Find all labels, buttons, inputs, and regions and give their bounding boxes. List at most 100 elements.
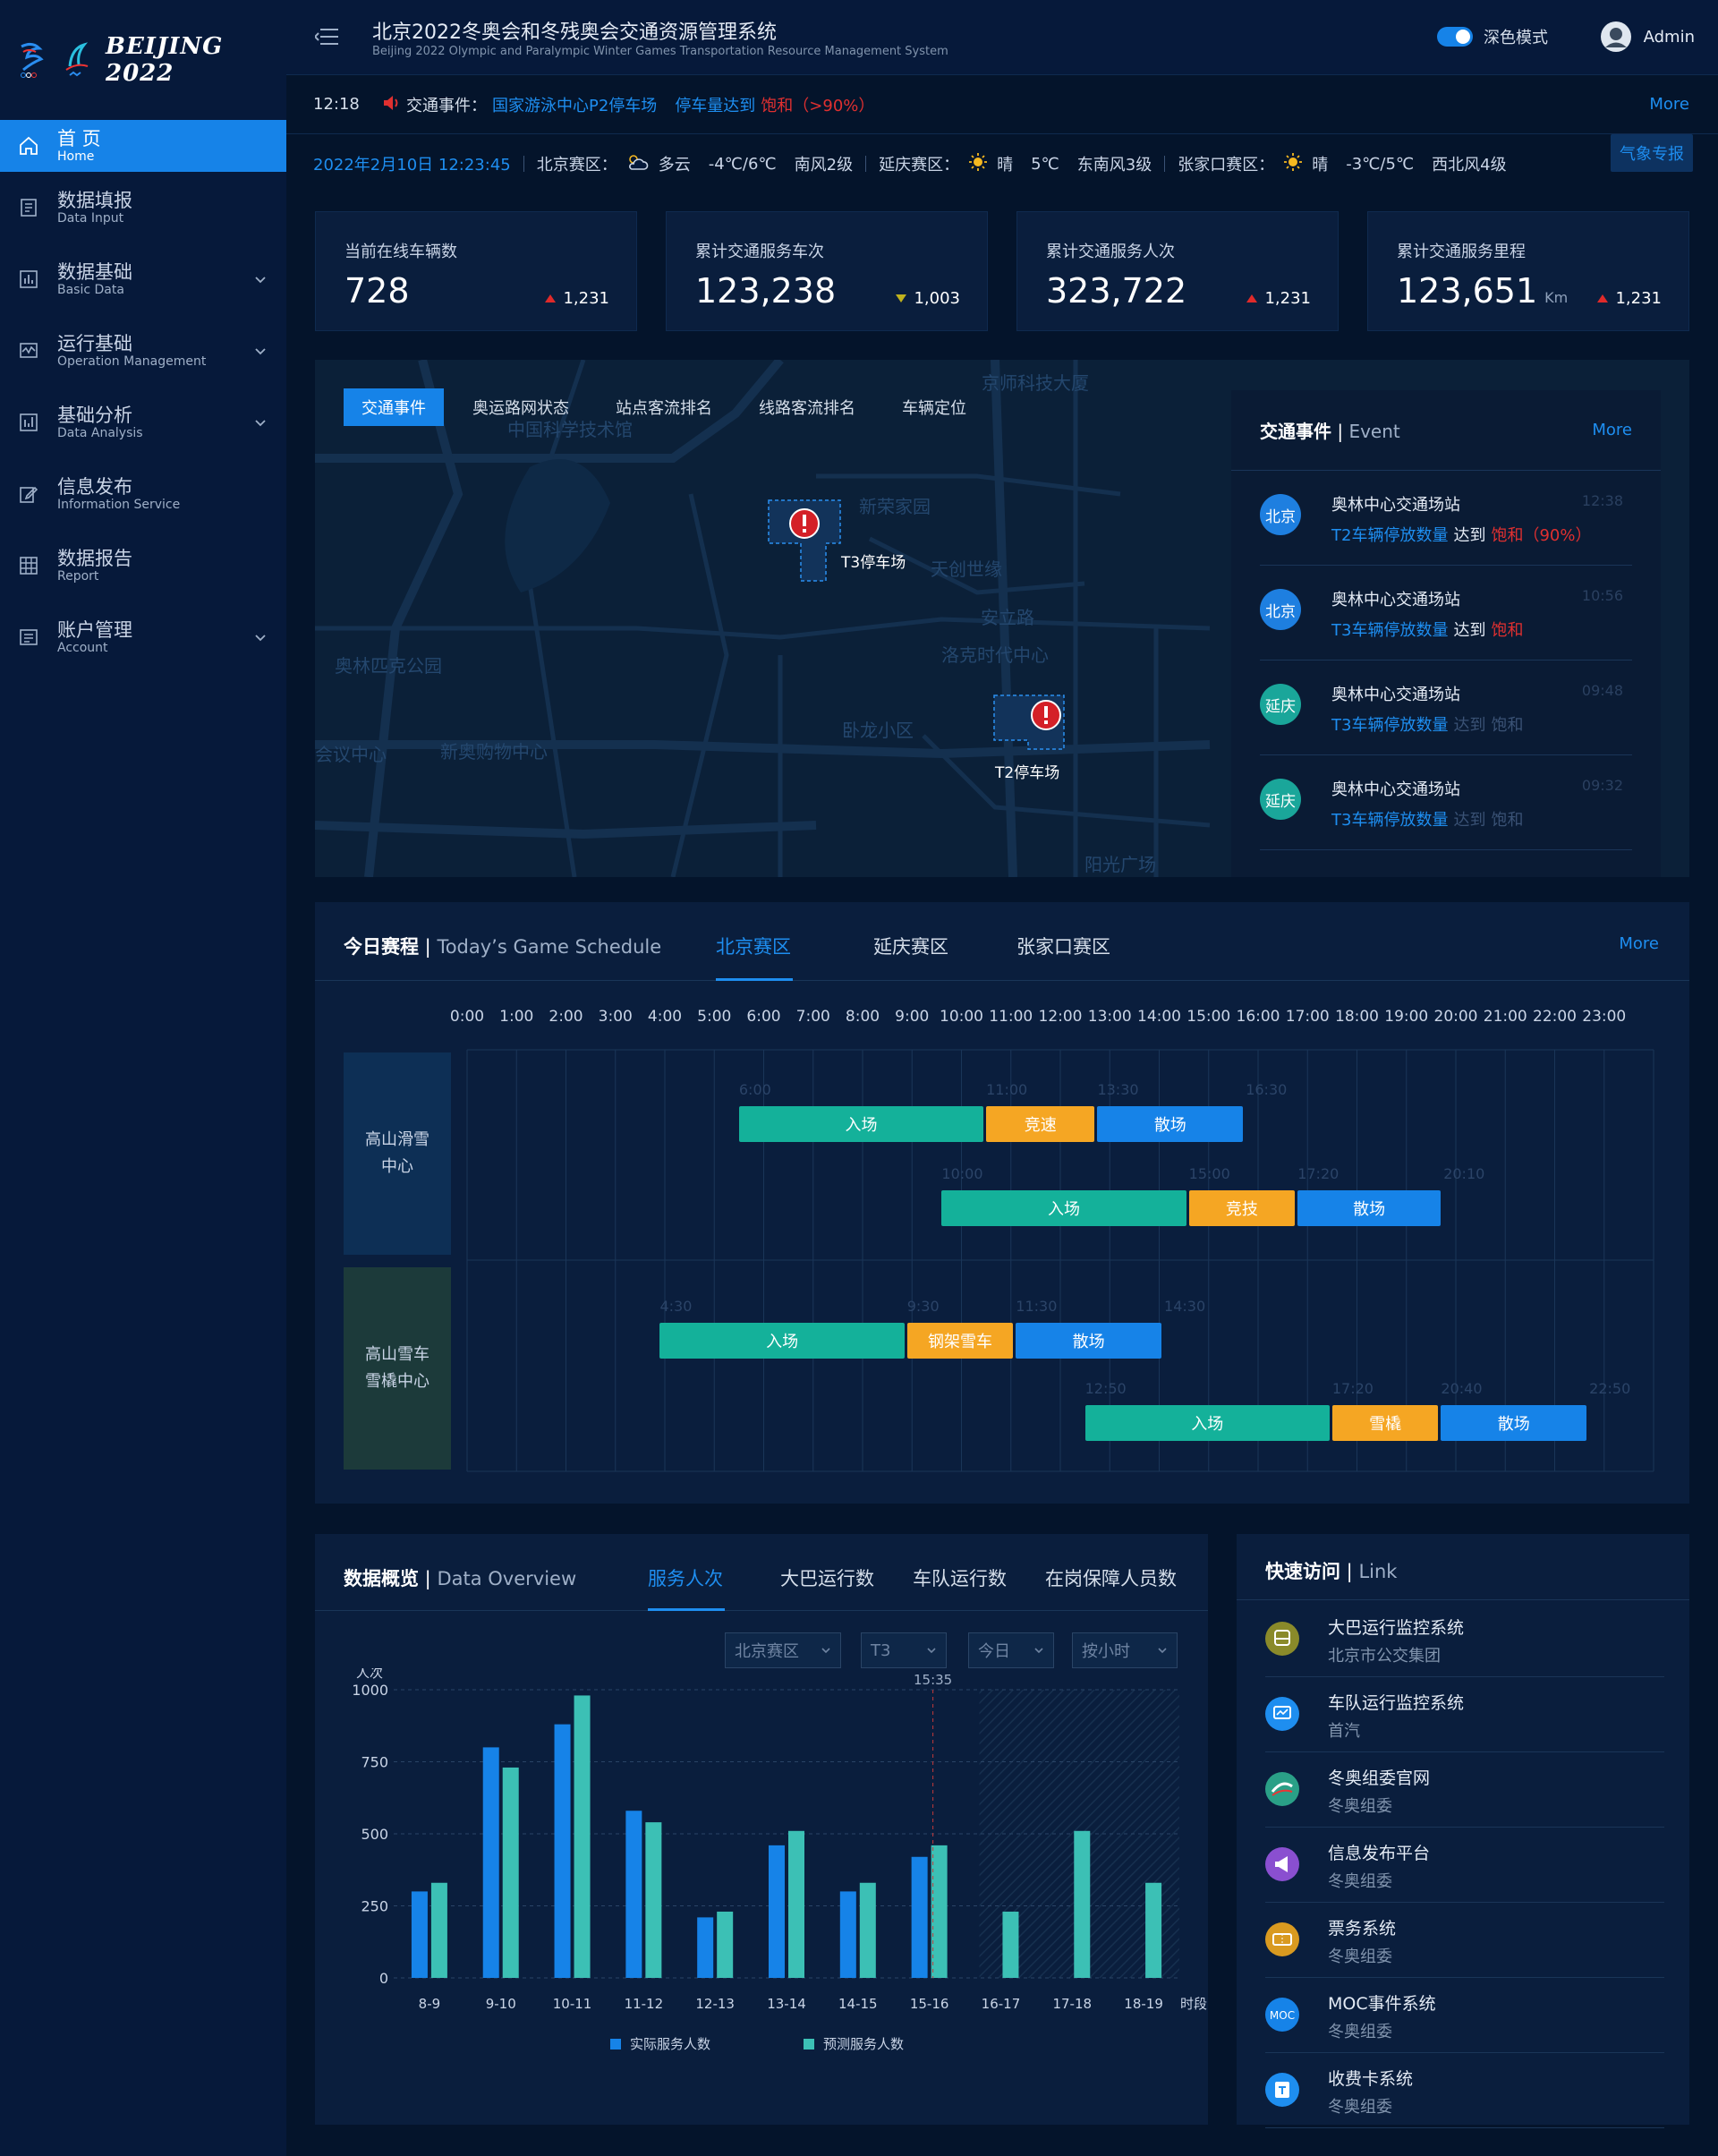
tab-fleet-count[interactable]: 车队运行数 xyxy=(913,1568,1007,1589)
event-more-link[interactable]: More xyxy=(1592,421,1632,439)
phase-time-label: 10:00 xyxy=(941,1165,983,1182)
map-tab[interactable]: 站点客流排名 xyxy=(616,399,712,418)
quick-link[interactable]: 信息发布平台 冬奥组委 xyxy=(1265,1828,1664,1903)
bar-forecast[interactable] xyxy=(502,1767,519,1978)
schedule-phase-bar[interactable]: 钢架雪车 xyxy=(906,1323,1014,1359)
bar-actual[interactable] xyxy=(554,1724,571,1978)
brand-logo[interactable]: BEIJING 2022 xyxy=(0,0,286,120)
sidebar-item-operation-management[interactable]: 运行基础 Operation Management xyxy=(0,315,286,387)
bar-forecast[interactable] xyxy=(859,1882,876,1978)
quick-link[interactable]: 票务系统 冬奥组委 xyxy=(1265,1903,1664,1978)
ticker-place: 国家游泳中心P2停车场 xyxy=(492,97,658,115)
stat-value: 123,238 xyxy=(695,271,836,311)
map-road xyxy=(315,740,1211,759)
quick-link-name: 票务系统 xyxy=(1328,1919,1397,1939)
overview-header: 数据概览 | Data Overview 服务人次 大巴运行数 车队运行数 在岗… xyxy=(315,1534,1208,1611)
bar-forecast[interactable] xyxy=(574,1695,591,1978)
hour-label: 13:00 xyxy=(1087,1008,1132,1026)
fleet-monitor-icon xyxy=(1265,1697,1299,1731)
map-tab[interactable]: 奥运路网状态 xyxy=(472,399,569,418)
parking-t3-marker[interactable] xyxy=(767,499,842,583)
map-tab[interactable]: 线路客流排名 xyxy=(759,399,855,418)
weather-condition: 晴 xyxy=(997,156,1014,175)
bar-actual[interactable] xyxy=(411,1891,428,1978)
event-item[interactable]: 延庆 奥林中心交通场站 09:32 T3车辆停放数量 达到 饱和 xyxy=(1260,755,1632,850)
schedule-phase-bar[interactable]: 入场 xyxy=(738,1106,984,1142)
user-menu[interactable]: Admin xyxy=(1600,21,1695,52)
venue-label: 高山滑雪中心 xyxy=(344,1052,451,1255)
bar-forecast[interactable] xyxy=(717,1911,734,1978)
bar-forecast[interactable] xyxy=(788,1830,804,1978)
ticker-event[interactable]: 交通事件： 国家游泳中心P2停车场 停车量达到 饱和（>90%） xyxy=(383,93,874,116)
filter-select[interactable]: 北京赛区 xyxy=(725,1632,841,1668)
bar-forecast[interactable] xyxy=(1074,1830,1091,1978)
schedule-phase-bar[interactable]: 雪橇 xyxy=(1331,1405,1439,1441)
event-item[interactable]: 北京 奥林中心交通场站 10:56 T3车辆停放数量 达到 饱和 xyxy=(1260,566,1632,660)
x-tick-label: 14-15 xyxy=(838,1996,878,2012)
quick-link[interactable]: MOC MOC事件系统 冬奥组委 xyxy=(1265,1978,1664,2053)
schedule-phase-bar[interactable]: 散场 xyxy=(1016,1323,1162,1359)
x-tick-label: 10-11 xyxy=(553,1996,592,2012)
bar-actual[interactable] xyxy=(769,1845,785,1978)
tab-yanqing[interactable]: 延庆赛区 xyxy=(873,936,948,958)
schedule-title: 今日赛程 | Today’s Game Schedule xyxy=(344,936,662,958)
schedule-phase-bar[interactable]: 入场 xyxy=(1084,1405,1330,1441)
tab-zhangjiakou[interactable]: 张家口赛区 xyxy=(1016,936,1110,958)
menu-collapse-icon[interactable] xyxy=(313,27,338,50)
sidebar-item-home[interactable]: 首 页 Home xyxy=(0,120,286,172)
schedule-phase-bar[interactable]: 散场 xyxy=(1297,1190,1442,1226)
quick-link[interactable]: 大巴运行监控系统 北京市公交集团 xyxy=(1265,1602,1664,1677)
filter-select[interactable]: T3 xyxy=(861,1632,947,1668)
quick-link[interactable]: 车队运行监控系统 首汽 xyxy=(1265,1677,1664,1752)
tab-staff-count[interactable]: 在岗保障人员数 xyxy=(1045,1568,1177,1589)
event-item[interactable]: 延庆 奥林中心交通场站 09:48 T3车辆停放数量 达到 饱和 xyxy=(1260,660,1632,755)
bar-forecast[interactable] xyxy=(1145,1882,1162,1978)
map-tab[interactable]: 交通事件 xyxy=(344,388,444,426)
region-badge: 北京 xyxy=(1260,494,1301,535)
weather-wind: 南风2级 xyxy=(794,156,854,175)
sidebar-item-report[interactable]: 数据报告 Report xyxy=(0,530,286,601)
schedule-phase-bar[interactable]: 竞速 xyxy=(986,1106,1095,1142)
schedule-phase-bar[interactable]: 入场 xyxy=(941,1190,1186,1226)
weather-report-button[interactable]: 气象专报 xyxy=(1611,134,1693,172)
chevron-down-icon xyxy=(926,1641,937,1660)
filter-select[interactable]: 按小时 xyxy=(1072,1632,1178,1668)
parking-t2-marker[interactable] xyxy=(992,694,1066,753)
dark-mode-toggle[interactable] xyxy=(1437,27,1473,47)
bar-forecast[interactable] xyxy=(430,1882,447,1978)
filter-select[interactable]: 今日 xyxy=(968,1632,1054,1668)
weather-row: 2022年2月10日 12:23:45 北京赛区： 多云 -4℃/6℃ 南风2级 延庆赛… xyxy=(313,141,1507,186)
map-road xyxy=(315,617,1211,640)
schedule-phase-bar[interactable]: 散场 xyxy=(1441,1405,1587,1441)
bar-actual[interactable] xyxy=(625,1811,642,1978)
bar-actual[interactable] xyxy=(697,1917,714,1978)
schedule-phase-bar[interactable]: 竞技 xyxy=(1188,1190,1296,1226)
sidebar-item-data-input[interactable]: 数据填报 Data Input xyxy=(0,172,286,243)
bar-actual[interactable] xyxy=(839,1891,856,1978)
tab-beijing[interactable]: 北京赛区 xyxy=(716,936,791,958)
sidebar-item-data-analysis[interactable]: 基础分析 Data Analysis xyxy=(0,387,286,458)
tab-bus-count[interactable]: 大巴运行数 xyxy=(780,1568,874,1589)
sidebar-item-basic-data[interactable]: 数据基础 Basic Data xyxy=(0,243,286,315)
schedule-phase-bar[interactable]: 散场 xyxy=(1097,1106,1244,1142)
event-item[interactable]: 北京 奥林中心交通场站 12:38 T2车辆停放数量 达到 饱和（90%） xyxy=(1260,471,1632,566)
quick-link[interactable]: 收费卡系统 冬奥组委 xyxy=(1265,2053,1664,2128)
hour-label: 20:00 xyxy=(1433,1008,1478,1026)
sidebar-item-account[interactable]: 账户管理 Account xyxy=(0,601,286,673)
sidebar-item-information-service[interactable]: 信息发布 Information Service xyxy=(0,458,286,530)
bar-actual[interactable] xyxy=(911,1856,928,1978)
ticker-more-link[interactable]: More xyxy=(1649,95,1689,114)
event-status: 饱和（90%） xyxy=(1491,526,1592,545)
map-tab[interactable]: 车辆定位 xyxy=(902,399,966,418)
traffic-map[interactable]: 交通事件 奥运路网状态 站点客流排名 线路客流排名 车辆定位 T3停车场 T2停车场 新… xyxy=(315,360,1689,877)
schedule-phase-bar[interactable]: 入场 xyxy=(659,1323,905,1359)
schedule-more-link[interactable]: More xyxy=(1619,934,1659,953)
bar-forecast[interactable] xyxy=(931,1845,948,1978)
x-tick-label: 8-9 xyxy=(419,1996,441,2012)
account-icon xyxy=(18,626,39,648)
bar-forecast[interactable] xyxy=(645,1822,662,1978)
quick-link[interactable]: 冬奥组委官网 冬奥组委 xyxy=(1265,1752,1664,1828)
bar-forecast[interactable] xyxy=(1002,1911,1019,1978)
tab-service-count[interactable]: 服务人次 xyxy=(648,1568,723,1589)
bar-actual[interactable] xyxy=(482,1747,499,1978)
